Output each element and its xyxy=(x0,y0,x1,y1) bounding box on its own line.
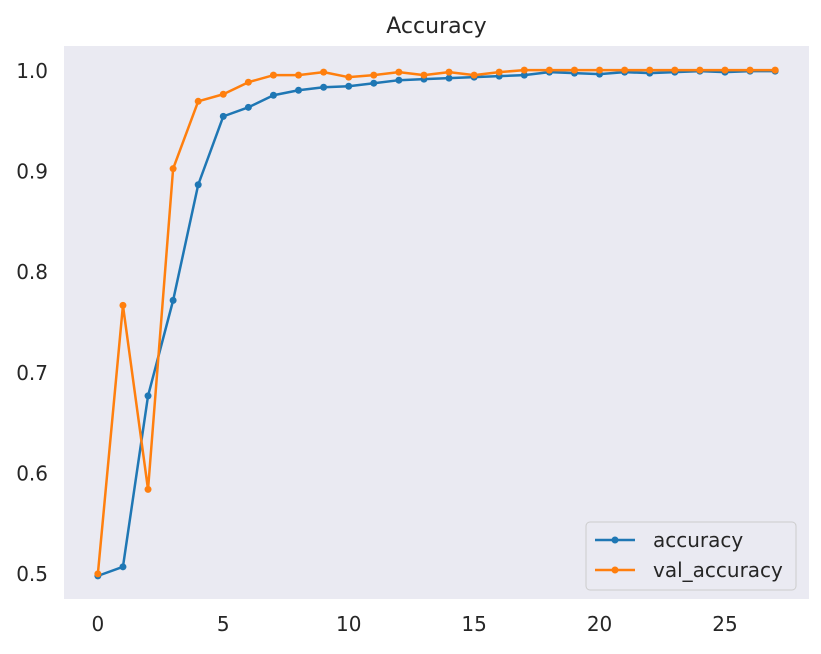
x-tick-label: 15 xyxy=(461,612,486,636)
legend-frame xyxy=(585,521,797,591)
data-point-accuracy xyxy=(320,83,328,91)
x-tick-label: 25 xyxy=(712,612,737,636)
y-tick-label: 0.9 xyxy=(16,160,48,184)
data-point-val-accuracy xyxy=(495,68,503,76)
data-point-val-accuracy xyxy=(119,301,127,309)
data-point-accuracy xyxy=(194,181,202,189)
data-point-val-accuracy xyxy=(144,485,152,493)
data-point-val-accuracy xyxy=(621,66,629,74)
data-point-val-accuracy xyxy=(370,71,378,79)
data-point-accuracy xyxy=(144,392,152,400)
data-point-val-accuracy xyxy=(269,71,277,79)
plot-background xyxy=(64,46,809,599)
data-point-val-accuracy xyxy=(520,66,528,74)
data-point-accuracy xyxy=(370,79,378,87)
data-point-val-accuracy xyxy=(219,90,227,98)
data-point-val-accuracy xyxy=(596,66,604,74)
y-axis: 0.5 0.6 0.7 0.8 0.9 1.0 xyxy=(16,59,48,586)
x-tick-label: 0 xyxy=(91,612,104,636)
data-point-accuracy xyxy=(169,296,177,304)
data-point-accuracy xyxy=(520,71,528,79)
data-point-val-accuracy xyxy=(94,570,102,578)
legend-val-accuracy-label: val_accuracy xyxy=(653,558,783,582)
y-tick-label: 0.8 xyxy=(16,260,48,284)
y-tick-label: 0.5 xyxy=(16,562,48,586)
data-point-accuracy xyxy=(345,82,353,90)
data-point-val-accuracy xyxy=(244,78,252,86)
data-point-val-accuracy xyxy=(771,66,779,74)
data-point-val-accuracy xyxy=(470,71,478,79)
data-point-val-accuracy xyxy=(545,66,553,74)
data-point-accuracy xyxy=(269,91,277,99)
chart-title: Accuracy xyxy=(386,14,486,39)
data-point-val-accuracy xyxy=(295,71,303,79)
legend-accuracy-label: accuracy xyxy=(653,528,743,552)
x-tick-label: 10 xyxy=(336,612,361,636)
data-point-accuracy xyxy=(219,112,227,120)
x-tick-label: 20 xyxy=(587,612,612,636)
data-point-val-accuracy xyxy=(169,165,177,173)
legend-accuracy-marker xyxy=(611,536,619,544)
data-point-val-accuracy xyxy=(194,97,202,105)
data-point-accuracy xyxy=(295,86,303,94)
data-point-accuracy xyxy=(244,103,252,111)
data-point-val-accuracy xyxy=(345,73,353,81)
legend: accuracy val_accuracy xyxy=(585,521,797,591)
data-point-val-accuracy xyxy=(320,68,328,76)
data-point-accuracy xyxy=(119,563,127,571)
data-point-val-accuracy xyxy=(646,66,654,74)
data-point-val-accuracy xyxy=(570,66,578,74)
data-point-val-accuracy xyxy=(721,66,729,74)
series-line-accuracy xyxy=(97,69,776,578)
data-point-val-accuracy xyxy=(746,66,754,74)
series-line-val-accuracy xyxy=(96,68,776,574)
x-axis: 0 5 10 15 20 25 xyxy=(91,612,737,636)
series-layer xyxy=(94,66,779,580)
data-point-val-accuracy xyxy=(671,66,679,74)
x-tick-label: 5 xyxy=(217,612,230,636)
data-point-val-accuracy xyxy=(395,68,403,76)
data-point-val-accuracy xyxy=(420,71,428,79)
y-tick-label: 1.0 xyxy=(16,59,48,83)
data-point-val-accuracy xyxy=(696,66,704,74)
data-point-accuracy xyxy=(445,74,453,82)
y-tick-label: 0.6 xyxy=(16,461,48,485)
y-tick-label: 0.7 xyxy=(16,361,48,385)
data-point-accuracy xyxy=(395,76,403,84)
legend-val-accuracy-marker xyxy=(611,566,619,574)
data-point-val-accuracy xyxy=(445,68,453,76)
